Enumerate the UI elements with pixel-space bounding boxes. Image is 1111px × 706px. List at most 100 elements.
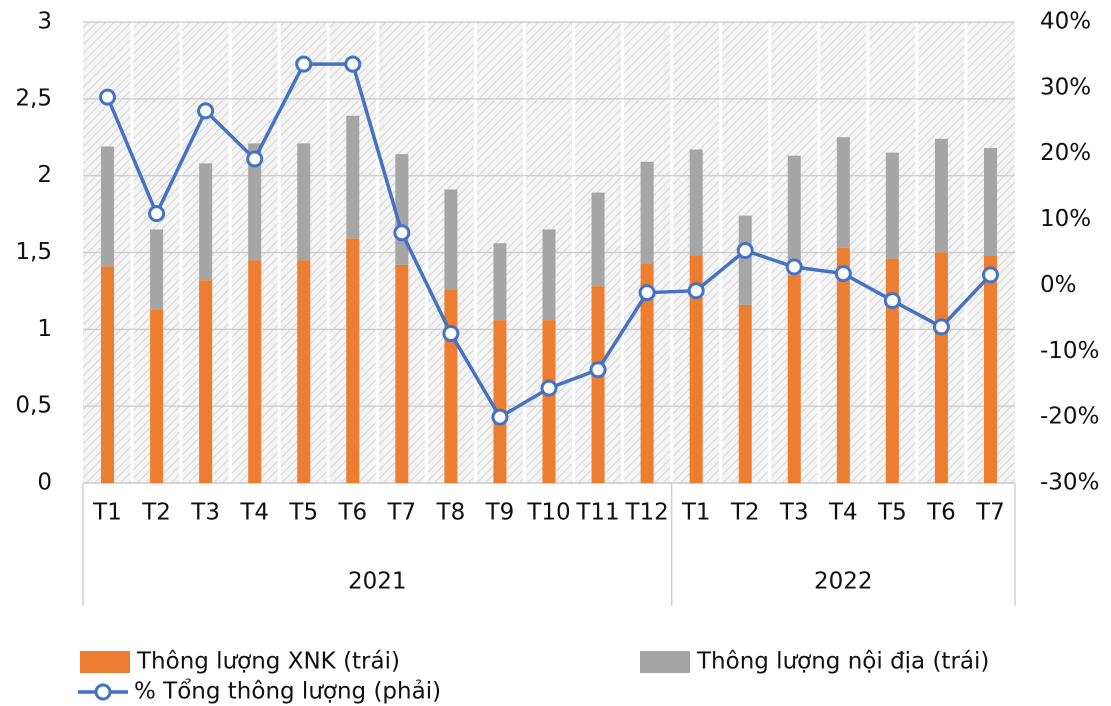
bar (493, 320, 507, 483)
bar (738, 304, 752, 483)
bar (493, 243, 507, 321)
bar (101, 266, 115, 483)
group-label: 2021 (348, 569, 407, 595)
line-point (883, 292, 901, 310)
x-tick-label: T11 (575, 500, 619, 526)
x-tick-label: T2 (730, 500, 760, 526)
y-tick-label: 1,5 (15, 239, 52, 265)
line-point (638, 284, 656, 302)
y2-tick-label: 0% (1040, 272, 1077, 298)
line-point (736, 242, 754, 260)
bar (248, 143, 262, 261)
line-point (687, 282, 705, 300)
x-tick-label: T2 (141, 500, 171, 526)
x-tick-label: T1 (681, 500, 711, 526)
bar (983, 255, 997, 483)
y-tick-label: 0 (37, 470, 52, 496)
line-point (295, 55, 313, 73)
x-tick-label: T6 (926, 500, 956, 526)
bar (787, 155, 801, 276)
bar (150, 229, 164, 310)
legend-key (640, 651, 690, 673)
line-point (197, 102, 215, 120)
bar (934, 138, 948, 253)
bar (346, 115, 360, 239)
group-label: 2022 (814, 569, 873, 595)
line-point (148, 205, 166, 223)
bar (640, 161, 654, 264)
y-tick-label: 2,5 (15, 85, 52, 111)
bar (199, 280, 213, 483)
bar (983, 148, 997, 256)
bar (199, 163, 213, 281)
bar (787, 275, 801, 483)
line-point (491, 408, 509, 426)
bar (101, 146, 115, 267)
x-tick-label: T8 (436, 500, 466, 526)
y2-tick-label: 30% (1040, 74, 1091, 100)
bar (640, 263, 654, 483)
x-tick-label: T10 (526, 500, 570, 526)
bar (346, 238, 360, 483)
line-point (589, 361, 607, 379)
bar (297, 143, 311, 261)
y2-tick-label: -30% (1040, 470, 1099, 496)
x-tick-label: T5 (877, 500, 907, 526)
line-point (393, 224, 411, 242)
legend-label: Thông lượng XNK (trái) (136, 649, 400, 675)
y-tick-label: 3 (37, 9, 52, 35)
y2-tick-label: 20% (1040, 140, 1091, 166)
line-point (540, 379, 558, 397)
legend-key-marker (94, 683, 112, 701)
x-tick-label: T5 (288, 500, 318, 526)
bar (395, 264, 409, 483)
line-point (344, 55, 362, 73)
y2-tick-label: 40% (1040, 9, 1091, 35)
x-tick-label: T7 (386, 500, 416, 526)
line-point (99, 88, 117, 106)
bar (836, 247, 850, 483)
x-tick-label: T4 (239, 500, 269, 526)
bar (150, 309, 164, 483)
y2-tick-label: -10% (1040, 338, 1099, 364)
bar (689, 255, 703, 483)
y2-tick-label: -20% (1040, 404, 1099, 430)
bar (444, 189, 458, 290)
x-tick-label: T6 (337, 500, 367, 526)
legend-label: Thông lượng nội địa (trái) (696, 649, 989, 675)
bar (689, 149, 703, 256)
x-tick-label: T4 (828, 500, 858, 526)
bar (591, 192, 605, 287)
bar (542, 229, 556, 321)
legend-label: % Tổng thông lượng (phải) (134, 679, 441, 705)
x-tick-label: T9 (485, 500, 515, 526)
bar (542, 320, 556, 483)
bar (738, 215, 752, 305)
line-point (981, 266, 999, 284)
bar (591, 286, 605, 483)
bar (248, 260, 262, 483)
bar (395, 154, 409, 265)
y-tick-label: 2 (37, 162, 52, 188)
bar (836, 137, 850, 248)
x-tick-label: T7 (975, 500, 1005, 526)
x-tick-label: T3 (190, 500, 220, 526)
bar (297, 260, 311, 483)
bar (885, 258, 899, 483)
x-tick-label: T3 (779, 500, 809, 526)
line-point (932, 318, 950, 336)
bar (444, 289, 458, 483)
y-tick-label: 0,5 (15, 393, 52, 419)
line-point (834, 265, 852, 283)
line-point (246, 150, 264, 168)
x-tick-label: T1 (92, 500, 122, 526)
bar (885, 152, 899, 259)
bar (934, 252, 948, 483)
line-point (785, 258, 803, 276)
y-tick-label: 1 (37, 316, 52, 342)
line-point (442, 325, 460, 343)
legend-key (80, 651, 130, 673)
y2-tick-label: 10% (1040, 206, 1091, 232)
x-tick-label: T12 (624, 500, 668, 526)
